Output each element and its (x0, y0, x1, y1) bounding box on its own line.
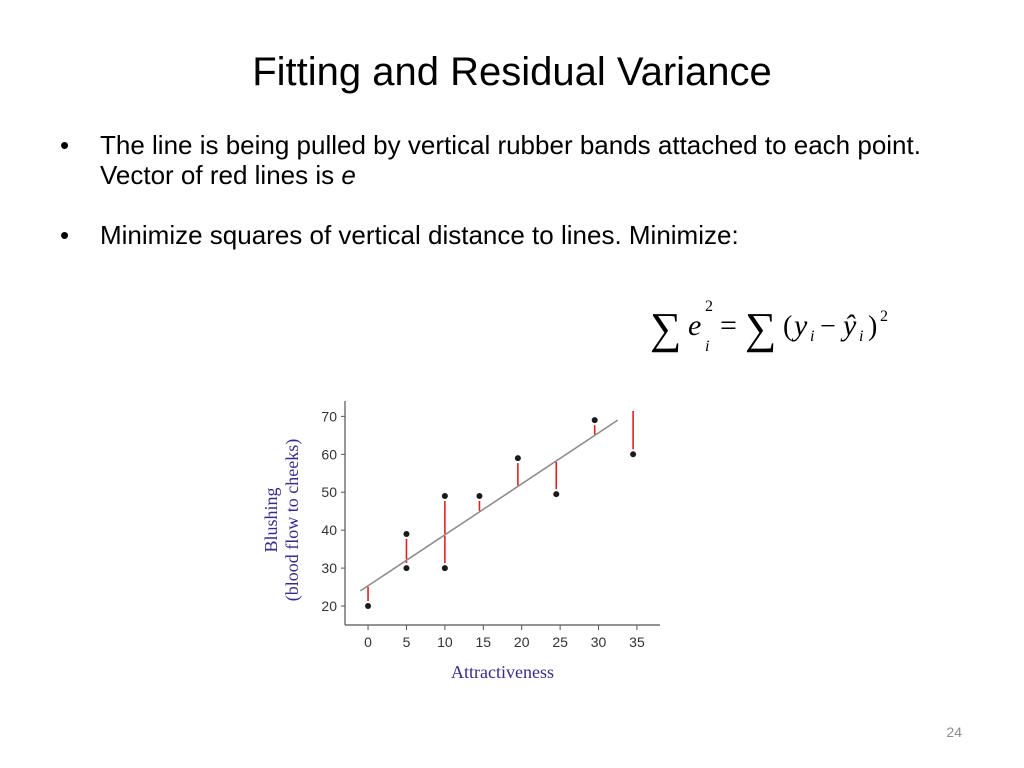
formula-close-paren: ) (868, 311, 877, 342)
points-group (365, 417, 637, 610)
bullet-symbol: • (60, 220, 70, 250)
y-axis-label-line1: Blushing (261, 487, 281, 552)
y-tick-label: 50 (321, 484, 337, 500)
formula-yhat-subscript: i (859, 328, 863, 345)
x-tick-label: 5 (403, 634, 411, 650)
bullet-symbol: • (60, 130, 70, 160)
y-tick-label: 20 (321, 598, 337, 614)
y-tick-label: 70 (321, 408, 337, 424)
bullet-text: The line is being pulled by vertical rub… (100, 130, 921, 190)
data-point (591, 417, 598, 424)
formula: ∑ e 2 i = ∑ ( y i − ŷ i ) 2 (650, 298, 888, 355)
x-tick-label: 0 (364, 634, 372, 650)
data-point (403, 565, 410, 572)
fit-line (359, 419, 619, 592)
bullet-list: • The line is being pulled by vertical r… (60, 130, 960, 280)
scatter-chart: 20 30 40 50 60 70 0 5 10 15 20 25 30 35 Blushing (blo… (250, 395, 680, 695)
page-number: 24 (946, 724, 962, 740)
x-axis-label: Attractiveness (451, 662, 554, 682)
residuals-group (367, 410, 634, 602)
ticks-group: 20 30 40 50 60 70 0 5 10 15 20 25 30 35 (321, 408, 645, 650)
x-tick-label: 10 (437, 634, 453, 650)
y-tick-label: 40 (321, 522, 337, 538)
data-point (514, 455, 521, 462)
chart-svg: 20 30 40 50 60 70 0 5 10 15 20 25 30 35 Blushing (blo… (261, 401, 660, 682)
x-tick-label: 15 (476, 634, 492, 650)
formula-lhs-subscript: i (705, 338, 709, 355)
data-point (441, 493, 448, 500)
data-point (553, 491, 560, 498)
bullet-emphasis: e (341, 160, 356, 190)
formula-open-paren: ( (783, 311, 792, 342)
formula-sum-symbol: ∑ (650, 304, 681, 353)
formula-sum-symbol-rhs: ∑ (745, 304, 776, 353)
formula-minus: − (820, 311, 836, 342)
y-tick-label: 60 (321, 446, 337, 462)
chart-axes (344, 401, 660, 626)
formula-equals: = (720, 309, 737, 342)
formula-lhs-superscript: 2 (705, 298, 713, 315)
x-tick-label: 25 (552, 634, 568, 650)
slide-title: Fitting and Residual Variance (252, 50, 772, 94)
formula-yhat: ŷ (840, 309, 857, 342)
x-tick-label: 35 (629, 634, 645, 650)
formula-lhs-var: e (688, 309, 701, 342)
data-point (476, 493, 483, 500)
formula-rhs-superscript: 2 (880, 308, 888, 325)
fit-line-group (359, 419, 619, 592)
bullet-text: Minimize squares of vertical distance to… (100, 220, 739, 250)
y-axis-label-line2: (blood flow to cheeks) (282, 439, 303, 601)
bullet-item-minimize: • Minimize squares of vertical distance … (60, 220, 960, 250)
formula-y: y (791, 309, 808, 342)
data-point (441, 565, 448, 572)
y-tick-label: 30 (321, 560, 337, 576)
x-tick-label: 20 (514, 634, 530, 650)
data-point (365, 603, 372, 610)
data-point (630, 451, 637, 458)
bullet-item-rubber-bands: • The line is being pulled by vertical r… (60, 130, 960, 190)
formula-y-subscript: i (810, 328, 814, 345)
x-tick-label: 30 (591, 634, 607, 650)
data-point (403, 530, 410, 537)
